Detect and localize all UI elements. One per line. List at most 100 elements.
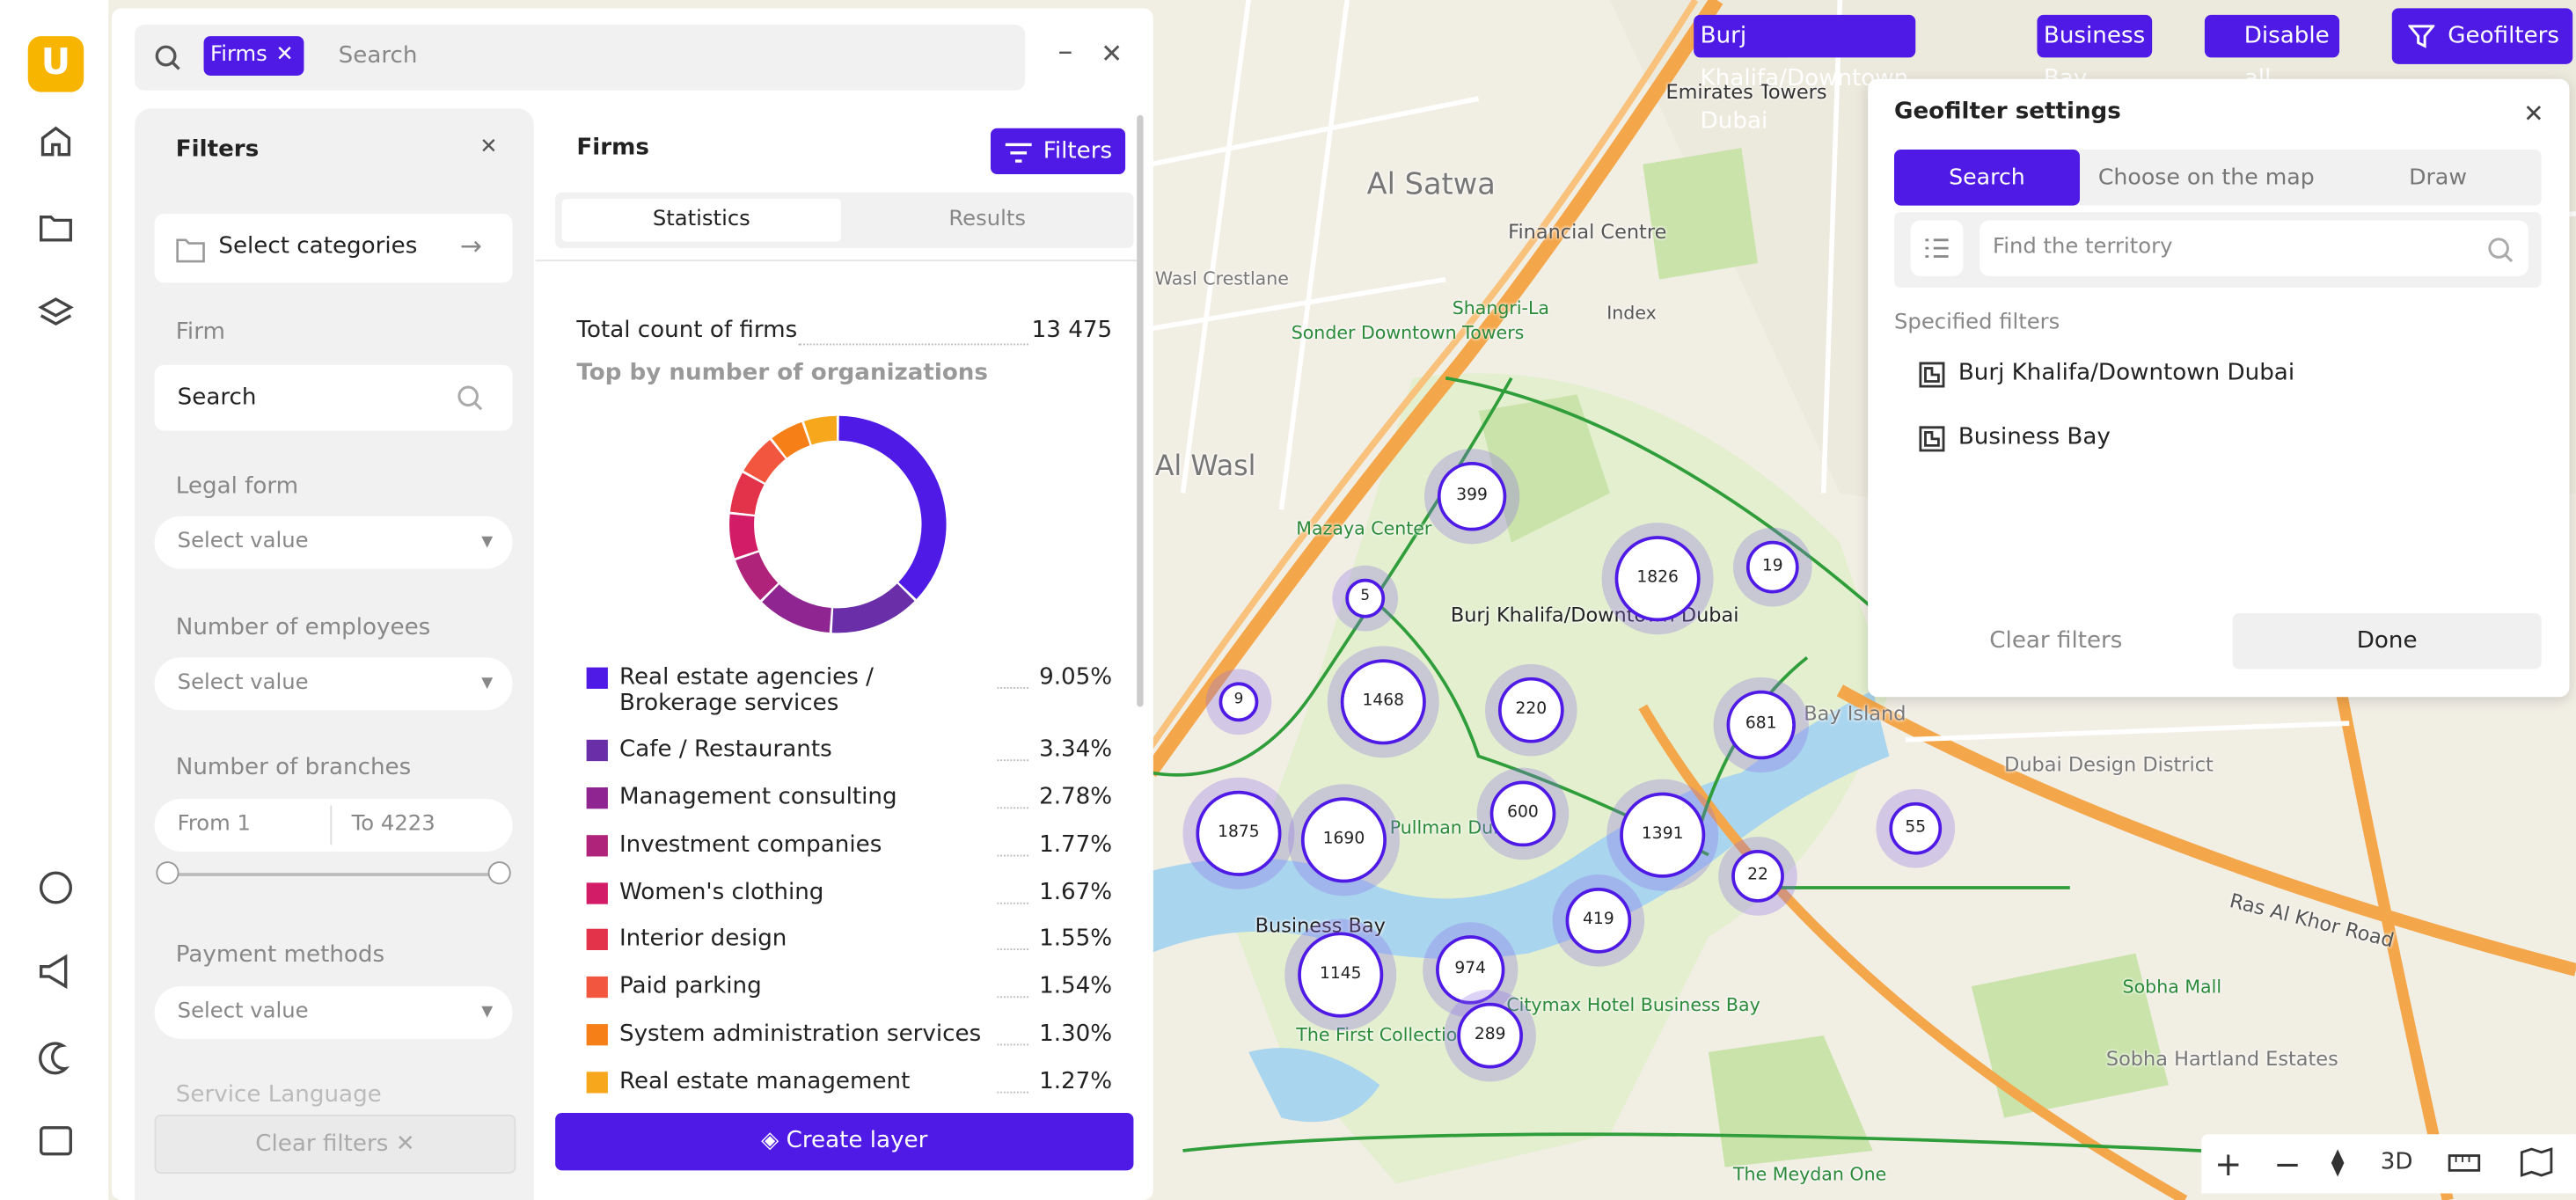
total-value: 13 475 [1031, 317, 1113, 344]
cluster[interactable]: 1826 [1614, 536, 1701, 622]
field-label: Service Language [175, 1081, 382, 1109]
cluster[interactable]: 289 [1457, 1002, 1523, 1069]
firm-input[interactable]: Search [154, 364, 513, 431]
cluster[interactable]: 55 [1889, 801, 1943, 855]
field-label: Number of branches [175, 754, 412, 781]
donut-segment [735, 552, 779, 601]
tab[interactable]: Choose on the map [2097, 164, 2315, 191]
map-chip[interactable]: Burj Khalifa/Downtown Dubai [1694, 14, 1915, 135]
done-button[interactable]: Done [2232, 612, 2542, 670]
ruler[interactable] [2448, 1151, 2481, 1174]
map-label: Business Bay [1255, 913, 1386, 938]
cluster[interactable]: 22 [1731, 850, 1784, 903]
map-style[interactable] [2520, 1147, 2553, 1177]
category-share: 2.78% [1039, 784, 1113, 811]
zoom-out[interactable]: − [2273, 1144, 2302, 1184]
compass[interactable]: ⧫ [2331, 1145, 2345, 1177]
cluster[interactable]: 1391 [1620, 792, 1706, 878]
category-share: 1.27% [1039, 1068, 1113, 1095]
toggle-3d[interactable]: 3D [2380, 1149, 2413, 1175]
filters-button-label: Filters [1043, 137, 1113, 165]
map-label: Dubai Design District [2004, 752, 2214, 776]
tab[interactable]: Statistics [561, 199, 842, 242]
employees-select[interactable]: Select value ▼ [154, 657, 513, 711]
divider [535, 260, 1138, 262]
branches-range[interactable]: From 1 To 4223 [154, 799, 513, 852]
clear-filters[interactable]: Clear filters [1989, 627, 2123, 655]
tab[interactable]: Search [1893, 150, 2081, 206]
cluster[interactable]: 974 [1436, 935, 1505, 1005]
tabs: Statistics Results [555, 192, 1134, 249]
slider-handle[interactable] [156, 861, 179, 885]
select-categories[interactable]: Select categories → [154, 213, 513, 283]
theme-icon[interactable] [39, 1042, 70, 1075]
folder-icon [176, 238, 205, 263]
firms-title: Firms [576, 135, 649, 162]
tab[interactable]: Draw [2409, 164, 2467, 191]
logo[interactable]: U [27, 36, 84, 92]
map-label: Financial Centre [1508, 220, 1667, 244]
chip-remove[interactable]: ✕ [275, 42, 294, 68]
category-share: 1.67% [1039, 879, 1113, 906]
create-layer[interactable]: ◈ Create layer [555, 1112, 1134, 1171]
specified-filter[interactable]: Business Bay [1894, 414, 2542, 460]
park [1232, 373, 1890, 1184]
payment-select[interactable]: Select value ▼ [154, 986, 513, 1039]
range-to[interactable]: To 4223 [351, 812, 435, 838]
tab[interactable]: Results [948, 207, 1027, 232]
clear-filters[interactable]: Clear filters ✕ [154, 1114, 516, 1174]
donut-segment [831, 583, 915, 633]
search-placeholder[interactable]: Search [338, 42, 418, 70]
panel-icon[interactable] [40, 1126, 72, 1156]
cluster[interactable]: 220 [1497, 677, 1564, 743]
zoom-in[interactable]: + [2214, 1144, 2243, 1184]
close[interactable]: ✕ [2523, 99, 2544, 128]
category-name: Paid parking [618, 973, 998, 1000]
territory-input[interactable]: Find the territory [1980, 220, 2528, 276]
home-icon[interactable] [40, 126, 71, 157]
cluster[interactable]: 600 [1489, 780, 1556, 847]
map-chip[interactable]: Business Bay [2037, 14, 2152, 92]
cluster[interactable]: 5 [1345, 578, 1386, 618]
leader [798, 343, 1028, 346]
caret: ▼ [481, 675, 494, 692]
divider [330, 805, 333, 845]
cluster[interactable]: 681 [1726, 690, 1796, 760]
cluster[interactable]: 1145 [1298, 932, 1384, 1018]
folder-icon[interactable] [40, 215, 72, 242]
category-share: 9.05% [1039, 663, 1113, 691]
specified-filter[interactable]: Burj Khalifa/Downtown Dubai [1894, 350, 2542, 396]
minimize[interactable]: – [1057, 34, 1073, 70]
map-chip[interactable]: Disable all [2204, 14, 2339, 92]
map-label: Citymax Hotel Business Bay [1506, 994, 1760, 1016]
list-button[interactable] [1910, 220, 1964, 276]
donut-segment [729, 472, 765, 515]
cluster[interactable]: 1875 [1196, 790, 1282, 876]
range-from[interactable]: From 1 [177, 812, 251, 838]
polygon-icon [1919, 362, 1945, 388]
legal-select[interactable]: Select value ▼ [154, 516, 513, 569]
cluster[interactable]: 19 [1745, 540, 1799, 594]
account-icon[interactable] [40, 871, 72, 904]
caret: ▼ [481, 1004, 494, 1021]
slider-track [167, 873, 500, 876]
cluster[interactable]: 9 [1218, 682, 1259, 722]
close[interactable]: ✕ [1101, 37, 1123, 70]
legend-swatch [586, 928, 608, 950]
cluster[interactable]: 399 [1437, 462, 1507, 531]
filters-button[interactable]: Filters [990, 128, 1126, 175]
slider-handle[interactable] [487, 861, 511, 885]
search-chip[interactable]: Firms ✕ [203, 36, 304, 76]
promo-icon[interactable] [40, 954, 68, 990]
cluster[interactable]: 419 [1565, 887, 1632, 954]
category-share: 1.77% [1039, 831, 1113, 859]
category-name: Investment companies [618, 831, 998, 859]
filters-close[interactable]: ✕ [479, 135, 498, 160]
legend-swatch [586, 739, 608, 762]
search-bar: Firms ✕ Search [135, 25, 1026, 91]
cluster[interactable]: 1468 [1340, 659, 1426, 745]
geofilters-button[interactable]: Geofilters [2391, 8, 2572, 64]
cluster[interactable]: 1690 [1300, 797, 1387, 883]
layers-icon[interactable] [38, 297, 74, 326]
search-icon [457, 385, 483, 411]
